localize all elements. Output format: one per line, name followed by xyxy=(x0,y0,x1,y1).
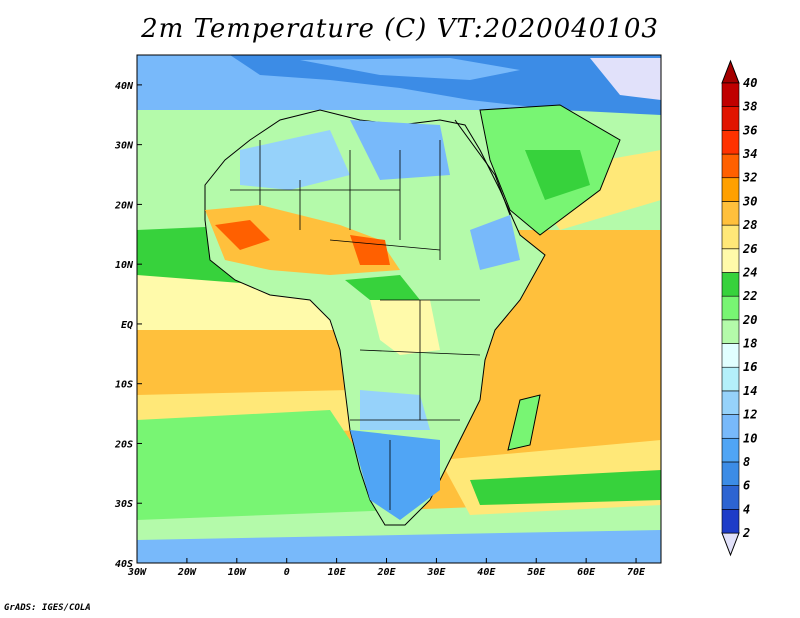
y-tick-label: 20S xyxy=(114,439,133,450)
colorbar-over-triangle xyxy=(721,59,740,84)
y-tick-label: 30S xyxy=(114,499,133,510)
x-tick-label: 10W xyxy=(228,567,247,578)
colorbar-under-triangle xyxy=(721,532,740,557)
colorbar-segment xyxy=(721,224,740,250)
colorbar-label: 32 xyxy=(742,171,757,185)
colorbar-label: 12 xyxy=(743,408,757,422)
sahara-west-cool xyxy=(240,130,350,190)
colorbar-label: 20 xyxy=(742,313,757,327)
x-tick-label: 0 xyxy=(284,567,290,578)
arabia-interior xyxy=(525,150,590,200)
central-africa-warm xyxy=(370,300,440,355)
y-tick-label: EQ xyxy=(121,320,133,331)
colorbar-segment xyxy=(721,461,740,486)
indian-ocean-green-band xyxy=(470,470,661,505)
colorbar-label: 26 xyxy=(742,242,757,256)
colorbar-label: 36 xyxy=(742,123,757,137)
colorbar-segment xyxy=(721,130,740,155)
zambia-cool xyxy=(360,390,430,430)
colorbar-label: 6 xyxy=(743,479,750,493)
colorbar-segment xyxy=(721,343,740,368)
southern-ocean-cold-band xyxy=(137,530,661,563)
sahel-hot-band xyxy=(205,205,400,275)
map-title: 2m Temperature (C) VT:2020040103 xyxy=(141,14,659,44)
colorbar-segment xyxy=(721,177,740,202)
colorbar-label: 40 xyxy=(743,76,757,90)
x-tick-label: 30W xyxy=(127,567,147,578)
colorbar-segment xyxy=(721,509,740,534)
colorbar-segment xyxy=(721,248,740,273)
x-tick-label: 30E xyxy=(426,567,446,578)
colorbar-segment xyxy=(721,390,740,415)
colorbar-segment xyxy=(721,437,740,463)
colorbar-label: 30 xyxy=(742,194,757,208)
colorbar-label: 4 xyxy=(743,502,750,516)
ethiopia-highlands-cool xyxy=(470,215,520,270)
colorbar-segment xyxy=(721,319,740,344)
colorbar-label: 28 xyxy=(742,218,757,232)
southern-africa-cool xyxy=(350,430,440,520)
colorbar-segment xyxy=(721,414,740,439)
x-tick-label: 60E xyxy=(577,567,596,578)
colorbar-segment xyxy=(721,153,740,179)
y-tick-label: 10S xyxy=(115,380,133,391)
colorbar-label: 38 xyxy=(742,100,757,114)
mediterranean-region xyxy=(300,58,520,80)
map-plot-area xyxy=(137,55,661,563)
colorbar-segment xyxy=(721,82,740,107)
x-tick-label: 20W xyxy=(177,567,197,578)
colorbar-label: 10 xyxy=(743,431,757,445)
colorbar-segment xyxy=(721,295,740,321)
colorbar-segment xyxy=(721,366,740,392)
colorbar-segment xyxy=(721,272,740,297)
colorbar-label: 24 xyxy=(742,265,757,279)
y-tick-label: 30N xyxy=(114,141,134,152)
x-tick-label: 10E xyxy=(328,567,347,578)
europe-cold-region xyxy=(230,55,661,115)
x-tick-label: 20E xyxy=(376,567,396,578)
grads-credit: GrADS: IGES/COLA xyxy=(4,603,91,613)
x-tick-label: 50E xyxy=(527,567,546,578)
x-tick-label: 70E xyxy=(627,567,646,578)
high-terrain-cold-region xyxy=(590,58,661,100)
x-axis: 30W 20W 10W 0 10E 20E 30E 40E 50E 60E 70E xyxy=(127,558,646,578)
colorbar-label: 18 xyxy=(743,337,757,351)
plot-frame xyxy=(136,54,662,564)
y-tick-label: 40S xyxy=(115,559,133,570)
y-tick-label: 10N xyxy=(115,260,134,271)
x-tick-label: 40E xyxy=(477,567,496,578)
colorbar-label: 14 xyxy=(743,384,757,398)
colorbar-label: 8 xyxy=(743,455,750,469)
colorbar-segment xyxy=(721,485,740,510)
south-atlantic-green xyxy=(137,410,380,540)
red-sea-coast xyxy=(454,119,511,216)
y-tick-label: 40N xyxy=(115,81,134,92)
country-borders xyxy=(230,140,481,510)
colorbar-label: 2 xyxy=(742,526,750,540)
colorbar-segment xyxy=(721,201,740,226)
colorbar-segment xyxy=(721,106,740,131)
y-tick-label: 20N xyxy=(114,200,134,211)
colorbar-label: 16 xyxy=(743,360,757,374)
colorbar-label: 34 xyxy=(742,147,757,161)
colorbar-label: 22 xyxy=(742,289,757,303)
madagascar-land xyxy=(507,394,541,451)
equatorial-green xyxy=(345,275,420,300)
west-africa-hot-spot xyxy=(215,220,270,250)
y-axis: 40N 30N 20N 10N EQ 10S 20S 30S 40S xyxy=(114,81,142,570)
